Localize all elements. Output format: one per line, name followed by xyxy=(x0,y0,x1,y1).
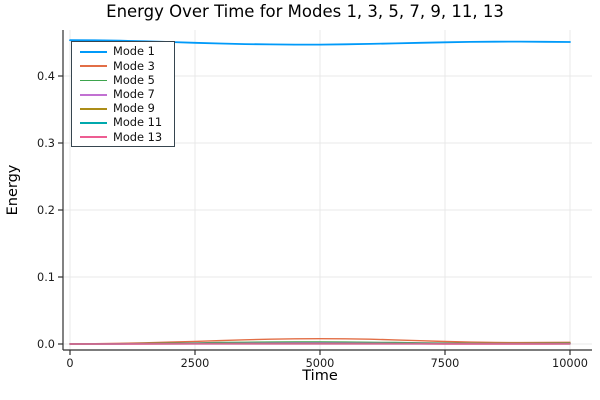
x-tick-label: 7500 xyxy=(431,357,460,370)
x-tick-label: 2500 xyxy=(181,357,210,370)
series-line-mode-3 xyxy=(69,338,571,345)
x-axis-label: Time xyxy=(302,368,338,384)
legend-line-sample xyxy=(80,79,107,82)
legend: Mode 1 Mode 3 Mode 5 Mode 7 Mode 9 Mode 11 Mod… xyxy=(71,41,175,148)
y-tick-label: 0.1 xyxy=(37,271,55,284)
legend-line-sample xyxy=(80,93,107,96)
legend-entry-mode-3: Mode 3 xyxy=(72,59,174,73)
legend-label: Mode 11 xyxy=(113,115,163,130)
legend-label: Mode 7 xyxy=(113,86,155,101)
legend-entry-mode-11: Mode 11 xyxy=(72,116,174,130)
x-tick-label: 5000 xyxy=(306,357,335,370)
legend-label: Mode 1 xyxy=(113,44,155,59)
legend-label: Mode 5 xyxy=(113,72,155,87)
legend-entry-mode-13: Mode 13 xyxy=(72,130,174,144)
x-tick-label: 10000 xyxy=(552,357,588,370)
legend-entry-mode-7: Mode 7 xyxy=(72,88,174,102)
y-axis-label: Energy xyxy=(5,164,21,216)
y-tick-label: 0.3 xyxy=(37,137,55,150)
legend-line-sample xyxy=(80,108,107,110)
legend-label: Mode 13 xyxy=(113,129,163,144)
legend-entry-mode-5: Mode 5 xyxy=(72,73,174,87)
y-tick-label: 0.2 xyxy=(37,204,55,217)
x-tick-label: 0 xyxy=(66,357,73,370)
legend-entry-mode-9: Mode 9 xyxy=(72,102,174,116)
legend-line-sample xyxy=(80,51,107,53)
y-tick-label: 0.0 xyxy=(37,338,55,351)
legend-entry-mode-1: Mode 1 xyxy=(72,45,174,59)
legend-label: Mode 3 xyxy=(113,58,155,73)
legend-line-sample xyxy=(80,136,107,139)
legend-line-sample xyxy=(80,122,107,124)
y-tick-label: 0.4 xyxy=(37,70,55,83)
legend-line-sample xyxy=(80,65,107,68)
legend-label: Mode 9 xyxy=(113,101,155,116)
chart-title: Energy Over Time for Modes 1, 3, 5, 7, 9… xyxy=(106,2,504,21)
